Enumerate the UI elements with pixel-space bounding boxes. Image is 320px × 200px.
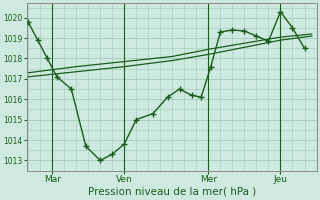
X-axis label: Pression niveau de la mer( hPa ): Pression niveau de la mer( hPa ) xyxy=(88,187,256,197)
